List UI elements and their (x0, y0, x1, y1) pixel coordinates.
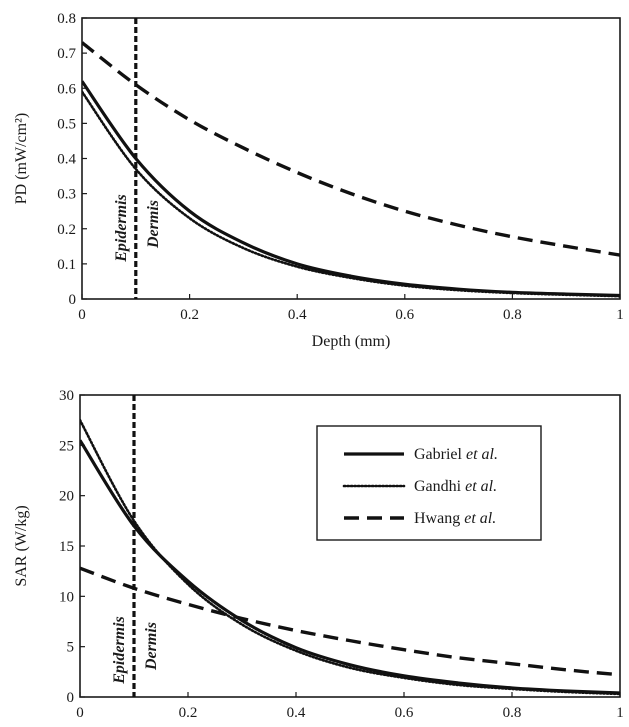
x-tick-label: 0.4 (288, 307, 307, 323)
y-tick-label: 0.8 (57, 11, 76, 27)
y-tick-label: 20 (59, 489, 74, 505)
legend-label: Gandhi et al. (414, 478, 497, 495)
x-tick-label: 0.8 (503, 705, 522, 721)
x-tick-label: 0.2 (180, 307, 199, 323)
y-tick-label: 0.6 (57, 81, 76, 97)
series-line-dashed (82, 41, 620, 257)
y-tick-label: 10 (59, 589, 74, 605)
y-tick-label: 0.2 (57, 222, 76, 238)
y-tick-label: 25 (59, 438, 74, 454)
y-tick-label: 0.3 (57, 187, 76, 203)
x-tick-label: 0.8 (503, 307, 522, 323)
series-line-solid (82, 80, 620, 298)
dermis-label: Dermis (145, 200, 162, 249)
legend: Gabriel et al. Gandhi et al. Hwang et al. (316, 425, 542, 541)
y-tick-label: 5 (67, 640, 75, 656)
x-tick-label: 0.2 (179, 705, 198, 721)
x-tick-label: 0.6 (395, 307, 414, 323)
series-line-dashed (80, 566, 620, 677)
x-tick-label: 1 (616, 307, 624, 323)
legend-box (316, 425, 542, 541)
x-tick-label: 0.6 (395, 705, 414, 721)
x-tick-label: 1 (616, 705, 624, 721)
y-tick-label: 0 (67, 690, 75, 706)
y-tick-label: 30 (59, 388, 74, 404)
y-tick-label: 0.4 (57, 152, 76, 168)
legend-label: Hwang et al. (414, 510, 496, 527)
y-tick-label: 0.7 (57, 46, 76, 62)
x-tick-label: 0 (78, 307, 86, 323)
legend-label: Gabriel et al. (414, 446, 498, 463)
y-axis-label: PD (mW/cm²) (13, 113, 30, 204)
series-line-dotted (80, 418, 620, 696)
x-tick-label: 0 (76, 705, 84, 721)
epidermis-label: Epidermis (111, 616, 128, 685)
y-axis-label: SAR (W/kg) (13, 505, 30, 586)
dermis-label: Dermis (143, 622, 160, 671)
x-axis-label: Depth (mm) (312, 333, 391, 350)
epidermis-label: Epidermis (113, 194, 130, 263)
y-tick-label: 0.1 (57, 257, 76, 273)
chart-panel-1: 0 0.2 0.4 0.6 0.8 1 0 0.1 0.2 0.3 0.4 0.5 0.6 0.7 0.8 D… (13, 11, 624, 350)
y-tick-label: 15 (59, 539, 74, 555)
x-tick-label: 0.4 (287, 705, 306, 721)
y-tick-label: 0.5 (57, 116, 76, 132)
y-tick-label: 0 (69, 292, 77, 308)
series-line-dotted (82, 90, 620, 298)
chart-panel-2: 00.20.40.60.81051015202530Depth (mm)SAR … (13, 388, 624, 721)
plot-frame (81, 17, 621, 300)
